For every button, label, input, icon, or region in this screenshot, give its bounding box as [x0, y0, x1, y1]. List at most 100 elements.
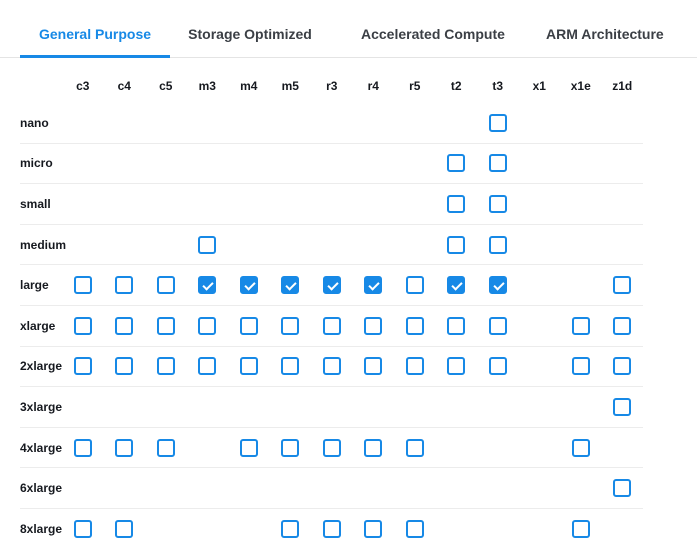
cell-2xlarge-t2: [436, 357, 478, 376]
checkbox-2xlarge-m3[interactable]: [198, 357, 217, 376]
checkbox-4xlarge-r5[interactable]: [405, 438, 424, 457]
checkbox-2xlarge-m5[interactable]: [281, 357, 300, 376]
cell-large-z1d: [602, 276, 644, 295]
checkbox-large-t3[interactable]: [488, 276, 507, 295]
checkbox-large-c4[interactable]: [115, 276, 134, 295]
checkbox-small-t2[interactable]: [447, 194, 466, 213]
checkbox-4xlarge-m5[interactable]: [281, 438, 300, 457]
checkbox-2xlarge-r3[interactable]: [322, 357, 341, 376]
cell-4xlarge-x1e: [560, 438, 602, 457]
cell-4xlarge-c5: [145, 438, 187, 457]
checkbox-xlarge-c4[interactable]: [115, 316, 134, 335]
checkbox-4xlarge-x1e[interactable]: [571, 438, 590, 457]
checkbox-xlarge-t2[interactable]: [447, 316, 466, 335]
checkbox-2xlarge-r4[interactable]: [364, 357, 383, 376]
checkbox-2xlarge-c4[interactable]: [115, 357, 134, 376]
checkbox-xlarge-r5[interactable]: [405, 316, 424, 335]
checkbox-8xlarge-r3[interactable]: [322, 520, 341, 539]
checkbox-2xlarge-x1e[interactable]: [571, 357, 590, 376]
checkbox-large-r4[interactable]: [364, 276, 383, 295]
checkbox-xlarge-x1e[interactable]: [571, 316, 590, 335]
checkbox-large-r5[interactable]: [405, 276, 424, 295]
checkbox-4xlarge-m4[interactable]: [239, 438, 258, 457]
checkbox-8xlarge-c4[interactable]: [115, 520, 134, 539]
checkbox-micro-t3[interactable]: [488, 154, 507, 173]
checkbox-2xlarge-z1d[interactable]: [613, 357, 632, 376]
checkbox-4xlarge-r3[interactable]: [322, 438, 341, 457]
row-label: 8xlarge: [20, 522, 63, 537]
checkbox-medium-m3[interactable]: [198, 235, 217, 254]
row-label: nano: [20, 115, 49, 130]
checkbox-large-r3[interactable]: [322, 276, 341, 295]
checkbox-2xlarge-r5[interactable]: [405, 357, 424, 376]
checkbox-xlarge-t3[interactable]: [488, 316, 507, 335]
checkbox-8xlarge-r4[interactable]: [364, 520, 383, 539]
cell-small-t2: [436, 194, 478, 213]
checkbox-6xlarge-z1d[interactable]: [613, 479, 632, 498]
checkbox-large-t2[interactable]: [447, 276, 466, 295]
checkbox-8xlarge-c3[interactable]: [73, 520, 92, 539]
checkbox-xlarge-r4[interactable]: [364, 316, 383, 335]
checkbox-large-z1d[interactable]: [613, 276, 632, 295]
checkbox-large-m5[interactable]: [281, 276, 300, 295]
cell-xlarge-m5: [270, 316, 312, 335]
checkbox-large-m3[interactable]: [198, 276, 217, 295]
checkbox-large-c5[interactable]: [156, 276, 175, 295]
cell-large-r4: [353, 276, 395, 295]
cell-small-t3: [477, 194, 519, 213]
row-large: large: [20, 265, 643, 306]
cell-4xlarge-c3: [62, 438, 104, 457]
checkbox-4xlarge-c3[interactable]: [73, 438, 92, 457]
checkbox-3xlarge-z1d[interactable]: [613, 397, 632, 416]
checkbox-2xlarge-c3[interactable]: [73, 357, 92, 376]
cell-medium-m3: [187, 235, 229, 254]
checkbox-2xlarge-t3[interactable]: [488, 357, 507, 376]
checkbox-xlarge-c3[interactable]: [73, 316, 92, 335]
checkbox-xlarge-c5[interactable]: [156, 316, 175, 335]
tab-storage-optimized[interactable]: Storage Optimized: [188, 26, 312, 42]
checkbox-8xlarge-r5[interactable]: [405, 520, 424, 539]
cell-2xlarge-t3: [477, 357, 519, 376]
tab-accelerated-compute[interactable]: Accelerated Compute: [361, 26, 505, 42]
column-header-r5: r5: [409, 79, 421, 93]
checkbox-2xlarge-c5[interactable]: [156, 357, 175, 376]
row-label: micro: [20, 156, 53, 171]
tab-arm-architecture[interactable]: ARM Architecture: [546, 26, 664, 42]
checkbox-8xlarge-x1e[interactable]: [571, 520, 590, 539]
checkbox-small-t3[interactable]: [488, 194, 507, 213]
cell-large-c4: [104, 276, 146, 295]
checkbox-xlarge-z1d[interactable]: [613, 316, 632, 335]
checkbox-2xlarge-t2[interactable]: [447, 357, 466, 376]
checkbox-nano-t3[interactable]: [488, 113, 507, 132]
checkbox-xlarge-m3[interactable]: [198, 316, 217, 335]
checkbox-4xlarge-c5[interactable]: [156, 438, 175, 457]
checkbox-2xlarge-m4[interactable]: [239, 357, 258, 376]
cell-4xlarge-r3: [311, 438, 353, 457]
row-4xlarge: 4xlarge: [20, 428, 643, 469]
checkbox-4xlarge-c4[interactable]: [115, 438, 134, 457]
row-micro: micro: [20, 144, 643, 185]
cell-4xlarge-m4: [228, 438, 270, 457]
checkbox-micro-t2[interactable]: [447, 154, 466, 173]
checkbox-4xlarge-r4[interactable]: [364, 438, 383, 457]
cell-nano-t3: [477, 113, 519, 132]
column-header-m3: m3: [198, 79, 216, 93]
tab-general-purpose[interactable]: General Purpose: [20, 26, 170, 58]
cell-2xlarge-c5: [145, 357, 187, 376]
column-header-t2: t2: [450, 79, 462, 93]
tab-bar: General Purpose Storage Optimized Accelera…: [0, 0, 697, 58]
cell-8xlarge-r4: [353, 520, 395, 539]
cell-xlarge-c5: [145, 316, 187, 335]
row-medium: medium: [20, 225, 643, 266]
checkbox-large-c3[interactable]: [73, 276, 92, 295]
cell-2xlarge-m5: [270, 357, 312, 376]
checkbox-medium-t2[interactable]: [447, 235, 466, 254]
row-label: xlarge: [20, 318, 56, 333]
checkbox-large-m4[interactable]: [239, 276, 258, 295]
checkbox-xlarge-r3[interactable]: [322, 316, 341, 335]
checkbox-xlarge-m4[interactable]: [239, 316, 258, 335]
checkbox-xlarge-m5[interactable]: [281, 316, 300, 335]
cell-medium-t2: [436, 235, 478, 254]
checkbox-8xlarge-m5[interactable]: [281, 520, 300, 539]
checkbox-medium-t3[interactable]: [488, 235, 507, 254]
